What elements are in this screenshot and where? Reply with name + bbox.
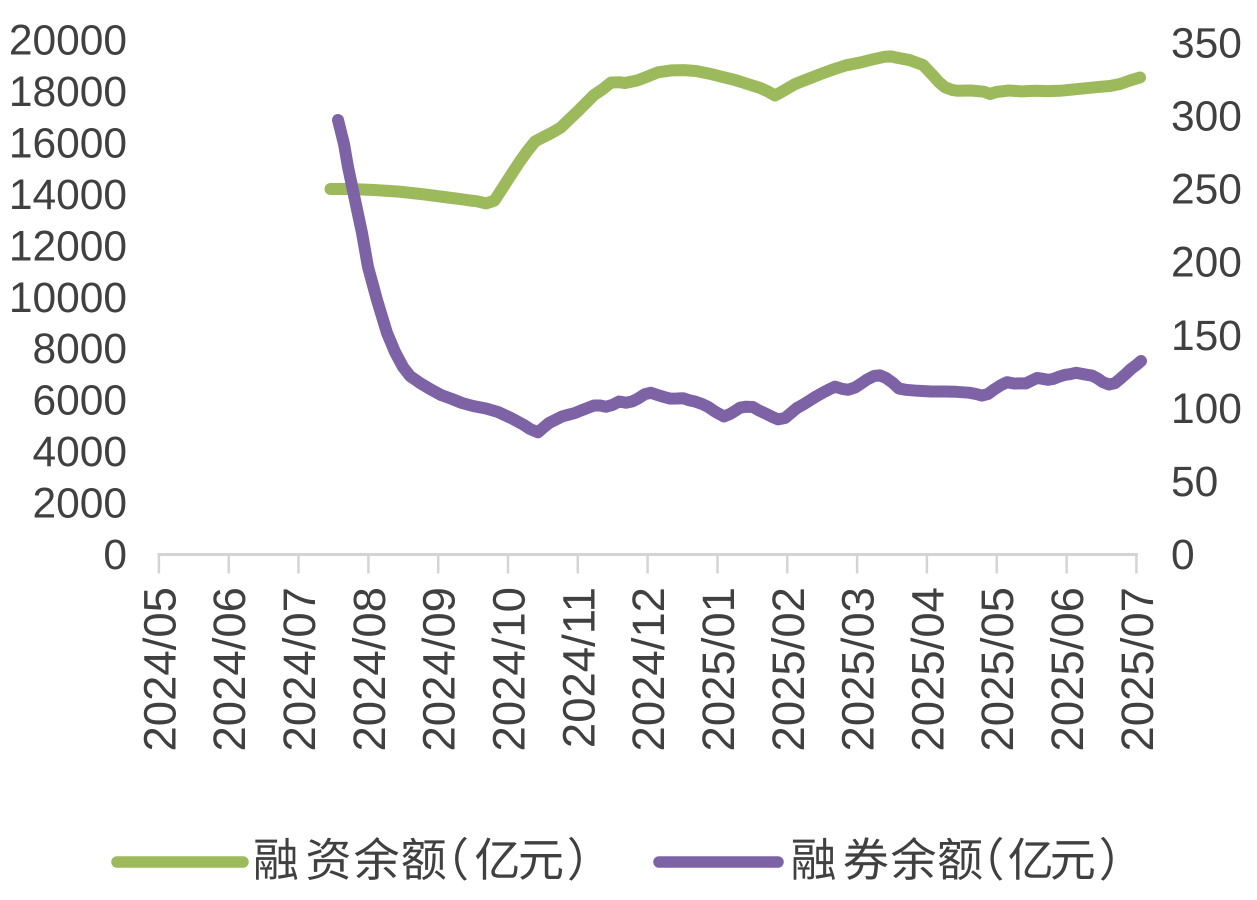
- svg-text:2024/08: 2024/08: [344, 587, 395, 751]
- svg-text:4000: 4000: [32, 429, 127, 476]
- svg-text:2024/06: 2024/06: [204, 587, 255, 751]
- svg-text:12000: 12000: [9, 223, 127, 270]
- svg-text:2024/09: 2024/09: [414, 587, 465, 751]
- svg-text:2025/07: 2025/07: [1112, 587, 1163, 751]
- svg-text:2025/02: 2025/02: [763, 587, 814, 751]
- svg-text:16000: 16000: [9, 120, 127, 167]
- svg-text:2024/12: 2024/12: [623, 587, 674, 751]
- svg-text:8000: 8000: [32, 326, 127, 373]
- svg-text:50: 50: [1171, 459, 1218, 506]
- svg-text:14000: 14000: [9, 172, 127, 219]
- svg-text:2025/06: 2025/06: [1042, 587, 1093, 751]
- svg-text:2025/05: 2025/05: [972, 587, 1023, 751]
- svg-text:300: 300: [1171, 94, 1242, 141]
- svg-text:2000: 2000: [32, 481, 127, 528]
- svg-text:2025/01: 2025/01: [693, 587, 744, 751]
- svg-text:0: 0: [103, 532, 127, 579]
- svg-text:2024/07: 2024/07: [274, 587, 325, 751]
- svg-text:2025/04: 2025/04: [902, 587, 953, 751]
- svg-text:150: 150: [1171, 313, 1242, 360]
- svg-text:2024/10: 2024/10: [484, 587, 535, 751]
- svg-text:20000: 20000: [9, 18, 127, 65]
- svg-text:2024/11: 2024/11: [553, 587, 604, 748]
- svg-text:250: 250: [1171, 167, 1242, 214]
- svg-text:18000: 18000: [9, 69, 127, 116]
- svg-text:100: 100: [1171, 386, 1242, 433]
- svg-text:2024/05: 2024/05: [134, 587, 185, 751]
- svg-text:200: 200: [1171, 240, 1242, 287]
- svg-text:10000: 10000: [9, 275, 127, 322]
- svg-text:350: 350: [1171, 21, 1242, 68]
- svg-text:6000: 6000: [32, 378, 127, 425]
- svg-text:0: 0: [1171, 532, 1195, 579]
- svg-text:2025/03: 2025/03: [833, 587, 884, 751]
